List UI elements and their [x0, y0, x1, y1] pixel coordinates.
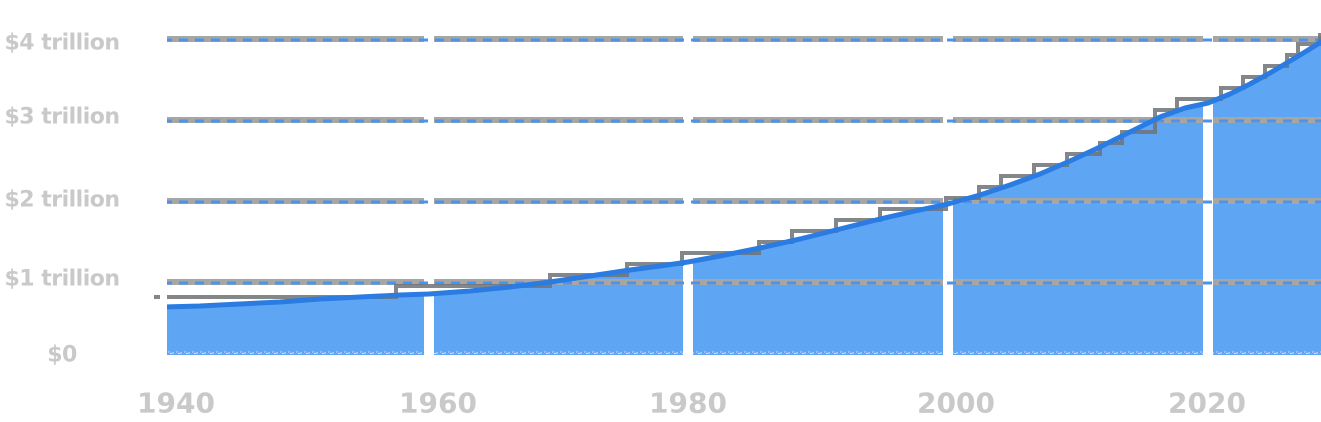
x-axis-label-4: 2000 [917, 386, 995, 420]
x-axis-label-3: 1980 [649, 386, 727, 420]
area-fill [163, 42, 1321, 355]
y-axis-label-3-trillion: $3 trillion [4, 104, 120, 130]
v-gridline [683, 6, 693, 355]
y-axis-label-zero: $0 [47, 342, 77, 368]
v-gridline [943, 6, 953, 355]
y-axis-label-4-trillion: $4 trillion [4, 30, 120, 56]
y-axis-label-2-trillion: $2 trillion [4, 187, 120, 213]
v-gridline [424, 6, 434, 355]
area-bottom-dither [163, 350, 1321, 355]
y-axis-label-1-trillion: $1 trillion [4, 266, 120, 292]
trend-line [160, 39, 1321, 310]
x-axis-label-1: 1940 [137, 386, 215, 420]
x-axis-label-5: 2020 [1168, 386, 1246, 420]
v-gridline [1203, 6, 1213, 355]
x-axis-label-2: 1960 [399, 386, 477, 420]
plot-top-border [160, 5, 1321, 8]
y-axis-line [160, 5, 167, 356]
